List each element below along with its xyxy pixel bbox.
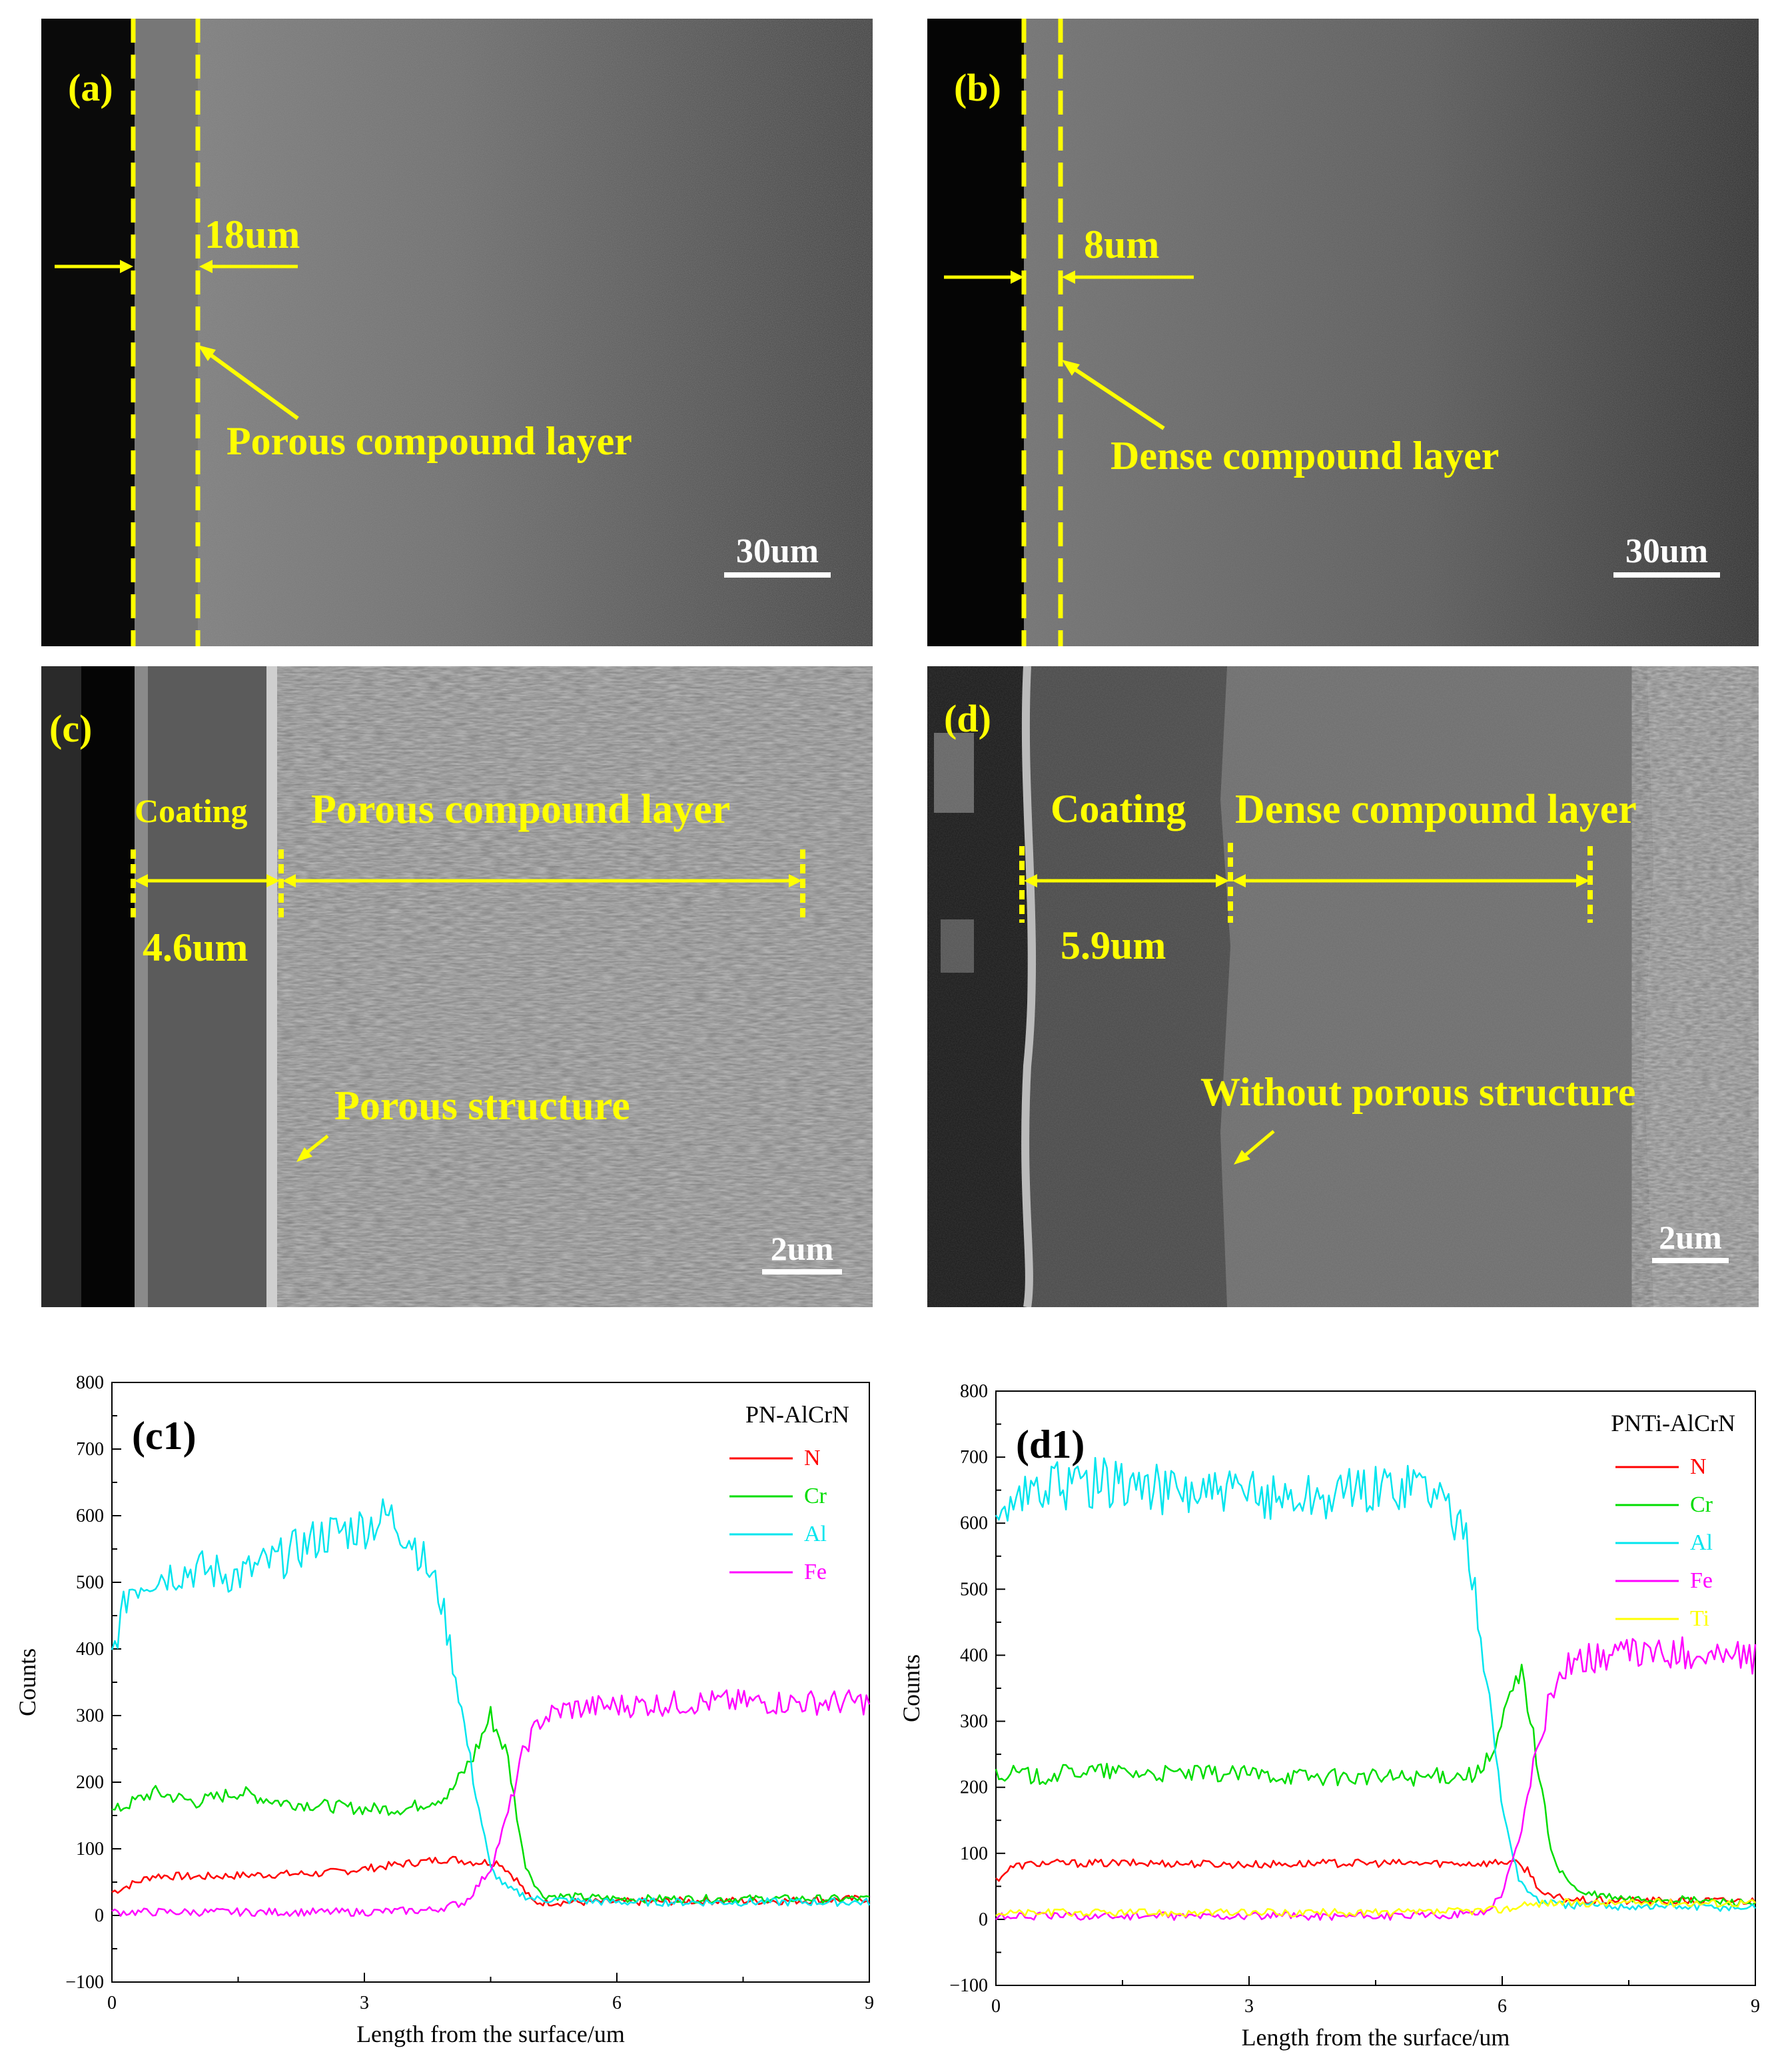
panel-label-a: (a) xyxy=(68,66,113,109)
scale-label-c: 2um xyxy=(770,1230,834,1267)
legend-title: PN-AlCrN xyxy=(745,1401,849,1428)
series-line-al xyxy=(995,1456,1757,1912)
sem-panel-c: (c) Coating Porous compound layer 4.6um … xyxy=(41,666,873,1307)
chart-panel-label: (c1) xyxy=(132,1414,197,1458)
series-line-n xyxy=(995,1858,1757,1905)
x-tick-label: 9 xyxy=(865,1993,874,2013)
annotation-overlay-a xyxy=(55,19,299,646)
y-tick-label: 100 xyxy=(76,1839,104,1859)
plot-frame xyxy=(111,1382,870,1983)
annotation-without-porous-structure-d: Without porous structure xyxy=(1200,1070,1636,1114)
y-tick-label: 800 xyxy=(960,1381,988,1402)
legend-entry-cr: Cr xyxy=(804,1484,827,1508)
coating-thickness-c: 4.6um xyxy=(143,925,248,969)
series-line-cr xyxy=(995,1664,1756,1907)
x-tick-label: 3 xyxy=(1244,1996,1254,2017)
scale-label-b: 30um xyxy=(1625,532,1709,570)
legend-entry-fe: Fe xyxy=(1690,1568,1713,1593)
x-tick-label: 3 xyxy=(360,1993,369,2013)
scale-bar-a: 30um xyxy=(724,532,831,578)
x-tick-label: 0 xyxy=(991,1996,1001,2017)
x-tick-label: 6 xyxy=(612,1993,622,2013)
chart-panel-label: (d1) xyxy=(1016,1422,1085,1466)
y-tick-label: 700 xyxy=(76,1439,104,1460)
y-tick-label: −100 xyxy=(949,1975,988,1996)
legend-title: PNTi-AlCrN xyxy=(1611,1410,1735,1436)
y-tick-label: 100 xyxy=(960,1843,988,1864)
legend-entry-ti: Ti xyxy=(1690,1606,1709,1631)
sem-panel-d: (d) Coating Dense compound layer 5.9um W… xyxy=(927,666,1759,1307)
legend-entry-al: Al xyxy=(804,1522,827,1546)
y-tick-label: 0 xyxy=(979,1909,988,1930)
legend-entry-n: N xyxy=(804,1446,821,1470)
plot-frame xyxy=(995,1390,1756,1986)
coating-label-d: Coating xyxy=(1051,787,1186,831)
y-axis-title: Counts xyxy=(898,1654,925,1722)
series-line-al xyxy=(111,1498,871,1907)
legend-entry-n: N xyxy=(1690,1454,1707,1479)
scale-bar-c: 2um xyxy=(762,1229,842,1275)
thickness-label-b: 8um xyxy=(1084,223,1160,266)
x-tick-label: 6 xyxy=(1498,1996,1507,2017)
sem-image-a xyxy=(41,19,873,646)
coating-label-c: Coating xyxy=(135,792,248,829)
sem-panel-b: (b) 8um Dense compound layer 30um xyxy=(927,19,1759,646)
y-tick-label: 500 xyxy=(76,1572,104,1593)
y-tick-label: 700 xyxy=(960,1447,988,1468)
y-tick-label: 0 xyxy=(95,1905,104,1926)
y-tick-label: 200 xyxy=(960,1778,988,1798)
annotation-overlay-c xyxy=(131,849,805,1162)
y-tick-label: 500 xyxy=(960,1579,988,1600)
y-tick-label: 400 xyxy=(76,1639,104,1660)
y-tick-label: 800 xyxy=(76,1372,104,1393)
layer-label-d: Dense compound layer xyxy=(1235,787,1637,832)
legend-entry-fe: Fe xyxy=(804,1560,827,1584)
y-axis-title: Counts xyxy=(14,1648,41,1716)
y-tick-label: 300 xyxy=(960,1712,988,1732)
x-tick-label: 0 xyxy=(107,1993,117,2013)
annotation-porous-structure-c: Porous structure xyxy=(334,1083,630,1129)
legend-entry-cr: Cr xyxy=(1690,1492,1713,1517)
y-tick-label: 300 xyxy=(76,1706,104,1726)
y-tick-label: −100 xyxy=(65,1972,104,1993)
annotation-overlay-d xyxy=(1019,843,1593,1165)
x-axis-title: Length from the surface/um xyxy=(1242,2024,1510,2051)
series-line-fe xyxy=(995,1636,1757,1921)
scale-bar-d: 2um xyxy=(1652,1218,1729,1263)
coating-thickness-d: 5.9um xyxy=(1061,923,1166,967)
annotation-porous-compound-layer-a: Porous compound layer xyxy=(226,419,632,463)
x-axis-title: Length from the surface/um xyxy=(356,2021,625,2047)
y-tick-label: 400 xyxy=(960,1645,988,1666)
series-line-cr xyxy=(111,1706,870,1904)
y-tick-label: 200 xyxy=(76,1772,104,1793)
y-tick-label: 600 xyxy=(960,1513,988,1534)
sem-panel-a: (a) 18um Porous compound layer 30um xyxy=(41,19,873,646)
thickness-label-a: 18um xyxy=(205,213,300,257)
scale-label-a: 30um xyxy=(735,532,819,570)
sem-image-d xyxy=(927,666,1759,1307)
annotation-dense-compound-layer-b: Dense compound layer xyxy=(1110,434,1500,478)
x-tick-label: 9 xyxy=(1751,1996,1760,2017)
series-line-ti xyxy=(995,1898,1756,1917)
legend-entry-al: Al xyxy=(1690,1530,1713,1555)
scale-label-d: 2um xyxy=(1659,1219,1722,1256)
sem-image-c xyxy=(41,666,873,1307)
panel-label-d: (d) xyxy=(944,697,991,740)
y-tick-label: 600 xyxy=(76,1506,104,1526)
series-line-fe xyxy=(111,1689,871,1917)
scale-bar-b: 30um xyxy=(1613,532,1720,578)
layer-label-c: Porous compound layer xyxy=(311,787,731,832)
panel-label-b: (b) xyxy=(954,66,1001,109)
annotation-overlay-b xyxy=(944,19,1194,646)
sem-image-b xyxy=(927,19,1759,646)
panel-label-c: (c) xyxy=(49,707,93,750)
